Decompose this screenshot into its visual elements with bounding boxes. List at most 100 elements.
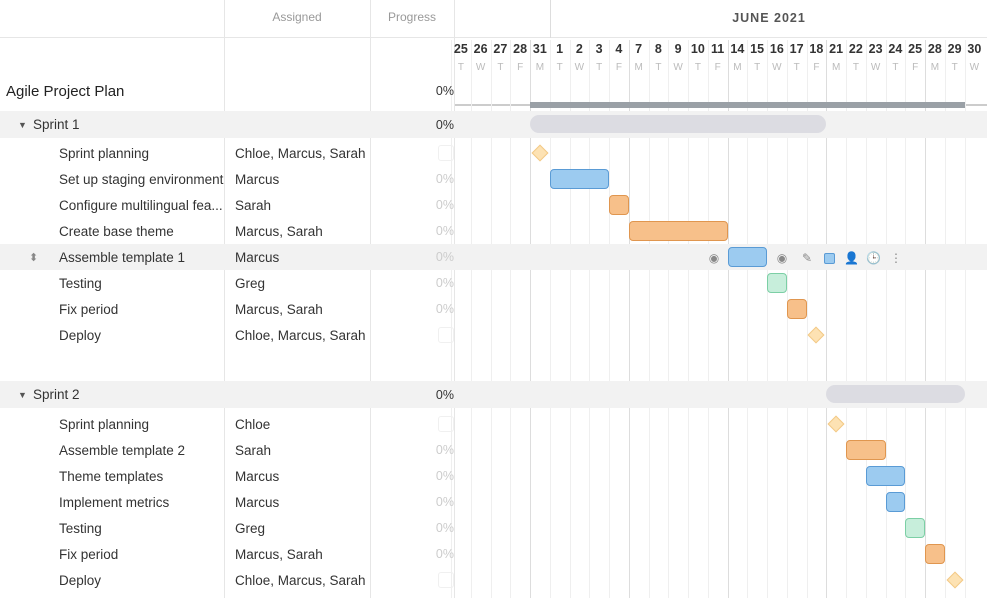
task-row[interactable]: Testing Greg 0%	[0, 270, 987, 296]
task-row[interactable]: Sprint planning Chloe, Marcus, Sarah	[0, 140, 987, 166]
task-assigned[interactable]: Marcus	[235, 468, 280, 484]
task-name[interactable]: Assemble template 2	[59, 442, 186, 458]
task-name[interactable]: Testing	[59, 520, 102, 536]
checkbox[interactable]	[438, 145, 454, 161]
task-name[interactable]: Configure multilingual fea...	[59, 197, 223, 213]
task-name[interactable]: Sprint planning	[59, 145, 150, 161]
collapse-caret-icon[interactable]: ▼	[18, 119, 27, 130]
checkbox[interactable]	[438, 572, 454, 588]
task-bar[interactable]	[925, 544, 945, 564]
day-number: 27	[493, 42, 508, 56]
task-name[interactable]: Fix period	[59, 546, 119, 562]
task-assigned[interactable]: Chloe, Marcus, Sarah	[235, 572, 366, 588]
task-row[interactable]: Deploy Chloe, Marcus, Sarah	[0, 322, 987, 348]
task-assigned[interactable]: Sarah	[235, 197, 272, 213]
progress-header[interactable]: Progress	[387, 10, 437, 24]
weekday-label: F	[714, 62, 721, 73]
link-end-handle-icon[interactable]: ◉	[776, 251, 788, 265]
task-bar[interactable]	[549, 169, 609, 189]
task-assigned[interactable]: Marcus, Sarah	[235, 223, 323, 239]
checkbox[interactable]	[438, 327, 454, 343]
task-bar[interactable]	[767, 273, 787, 293]
drag-handle-icon[interactable]: ⬍	[29, 251, 39, 264]
day-number: 3	[595, 42, 603, 56]
gridline	[549, 40, 551, 598]
task-name[interactable]: Deploy	[59, 572, 102, 588]
task-assigned[interactable]: Chloe, Marcus, Sarah	[235, 145, 366, 161]
task-name[interactable]: Assemble template 1	[59, 249, 186, 265]
task-assigned[interactable]: Chloe, Marcus, Sarah	[235, 327, 366, 343]
task-row[interactable]: Theme templates Marcus 0%	[0, 463, 987, 489]
pencil-icon[interactable]: ✎	[801, 251, 813, 265]
task-row[interactable]: Fix period Marcus, Sarah 0%	[0, 296, 987, 322]
task-assigned[interactable]: Marcus	[235, 171, 280, 187]
project-row[interactable]: Agile Project Plan 0%	[0, 78, 987, 104]
task-row[interactable]: Sprint planning Chloe	[0, 411, 987, 437]
task-bar[interactable]	[727, 247, 767, 267]
more-icon[interactable]: ⋮	[890, 251, 902, 265]
user-icon[interactable]: 👤	[844, 251, 859, 265]
gridline	[806, 40, 808, 598]
checkbox[interactable]	[438, 416, 454, 432]
task-name[interactable]: Testing	[59, 275, 102, 291]
project-bar[interactable]	[530, 102, 965, 108]
task-bar[interactable]	[846, 440, 886, 460]
task-assigned[interactable]: Sarah	[235, 442, 272, 458]
task-bar[interactable]	[609, 195, 629, 215]
day-number: 11	[711, 42, 725, 56]
task-name[interactable]: Sprint planning	[59, 416, 150, 432]
task-bar[interactable]	[628, 221, 728, 241]
day-number: 2	[575, 42, 583, 56]
task-row[interactable]: Assemble template 2 Sarah 0%	[0, 437, 987, 463]
task-name[interactable]: Set up staging environment	[59, 171, 224, 187]
task-progress: 0%	[435, 250, 454, 264]
task-name[interactable]: Implement metrics	[59, 494, 170, 510]
task-row[interactable]: Fix period Marcus, Sarah 0%	[0, 541, 987, 567]
month-label: JUNE 2021	[732, 11, 806, 25]
day-number: 16	[769, 42, 784, 56]
task-name[interactable]: Fix period	[59, 301, 119, 317]
task-assigned[interactable]: Chloe	[235, 416, 271, 432]
assigned-header[interactable]: Assigned	[272, 10, 322, 24]
task-assigned[interactable]: Greg	[235, 275, 266, 291]
gridline	[688, 40, 689, 598]
group-bar[interactable]	[530, 115, 827, 133]
task-assigned[interactable]: Marcus	[235, 249, 280, 265]
task-assigned[interactable]: Marcus, Sarah	[235, 301, 323, 317]
task-row[interactable]: Testing Greg 0%	[0, 515, 987, 541]
task-row[interactable]: Create base theme Marcus, Sarah 0%	[0, 218, 987, 244]
group-row[interactable]: ▼ Sprint 2 0%	[0, 381, 987, 408]
task-bar[interactable]	[905, 518, 925, 538]
task-row[interactable]: ⬍ Assemble template 1 Marcus 0%	[0, 244, 987, 270]
progress-checkbox[interactable]	[438, 567, 454, 593]
weekday-label: T	[694, 62, 701, 73]
color-icon[interactable]	[822, 251, 836, 267]
progress-checkbox[interactable]	[438, 322, 454, 348]
task-row[interactable]: Configure multilingual fea... Sarah 0%	[0, 192, 987, 218]
group-row[interactable]: ▼ Sprint 1 0%	[0, 111, 987, 138]
task-bar[interactable]	[885, 492, 906, 512]
task-assigned[interactable]: Greg	[235, 520, 266, 536]
task-name[interactable]: Create base theme	[59, 223, 174, 239]
task-assigned[interactable]: Marcus, Sarah	[235, 546, 323, 562]
progress-checkbox[interactable]	[438, 140, 454, 166]
task-bar[interactable]	[865, 466, 906, 486]
day-number: 14	[730, 42, 745, 56]
day-number: 18	[809, 42, 824, 56]
task-name[interactable]: Deploy	[59, 327, 102, 343]
task-row[interactable]: Deploy Chloe, Marcus, Sarah	[0, 567, 987, 593]
clock-icon[interactable]: 🕒	[866, 251, 881, 265]
progress-checkbox[interactable]	[438, 411, 454, 437]
day-number: 30	[967, 42, 982, 56]
task-assigned[interactable]: Marcus	[235, 494, 280, 510]
task-name[interactable]: Theme templates	[59, 468, 164, 484]
link-start-handle-icon[interactable]: ◉	[708, 251, 720, 265]
gridline	[865, 40, 867, 598]
gridline	[925, 40, 926, 598]
day-number: 22	[848, 42, 863, 56]
task-row[interactable]: Set up staging environment Marcus 0%	[0, 166, 987, 192]
task-row[interactable]: Implement metrics Marcus 0%	[0, 489, 987, 515]
collapse-caret-icon[interactable]: ▼	[18, 389, 27, 400]
group-bar[interactable]	[826, 385, 965, 403]
task-bar[interactable]	[786, 299, 807, 319]
